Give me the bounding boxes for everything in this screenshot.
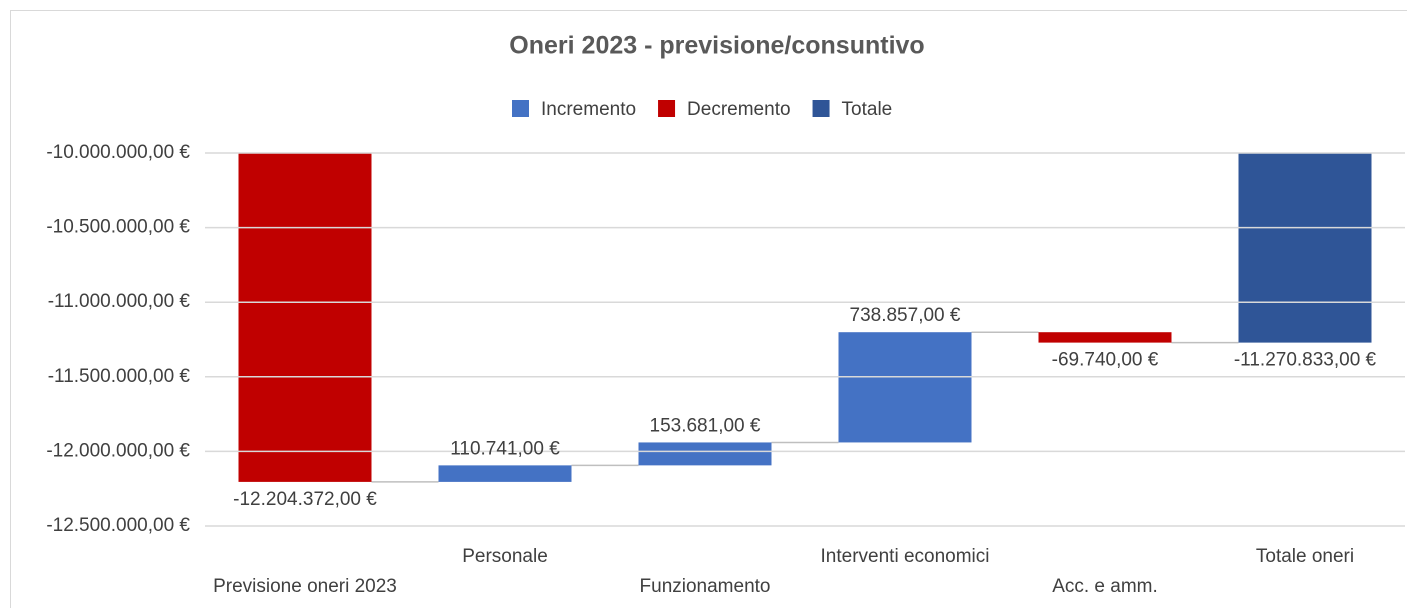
bar: [638, 442, 772, 466]
data-label: -69.740,00 €: [1052, 350, 1159, 371]
y-tick-label: -10.000.000,00 €: [46, 142, 190, 163]
bar: [438, 465, 572, 482]
legend: Incremento Decremento Totale: [512, 99, 892, 120]
bar: [838, 332, 972, 443]
legend-label: Totale: [842, 99, 893, 120]
x-tick-label: Funzionamento: [640, 576, 771, 597]
legend-label: Incremento: [541, 99, 636, 120]
x-tick-label: Totale oneri: [1256, 546, 1354, 567]
data-label: 153.681,00 €: [650, 415, 761, 436]
y-tick-label: -12.000.000,00 €: [46, 440, 190, 461]
data-label: 110.741,00 €: [450, 438, 560, 459]
x-tick-label: Personale: [462, 546, 548, 567]
x-tick-label: Previsione oneri 2023: [213, 576, 397, 597]
y-tick-label: -10.500.000,00 €: [46, 217, 190, 238]
plot-area: [238, 153, 1372, 483]
legend-swatch: [512, 100, 529, 117]
bar: [1038, 332, 1172, 343]
x-tick-label: Interventi economici: [821, 546, 990, 567]
y-tick-label: -12.500.000,00 €: [46, 515, 190, 536]
legend-swatch: [658, 100, 676, 117]
bar: [238, 153, 372, 482]
y-tick-label: -11.500.000,00 €: [48, 366, 191, 387]
chart-title: Oneri 2023 - previsione/consuntivo: [509, 32, 924, 60]
data-label: -12.204.372,00 €: [233, 489, 377, 510]
data-label: -11.270.833,00 €: [1234, 350, 1377, 371]
chart-frame: [10, 10, 1407, 608]
y-tick-label: -11.000.000,00 €: [48, 291, 191, 312]
legend-swatch: [812, 100, 830, 117]
data-label: 738.857,00 €: [850, 305, 961, 326]
bar: [1238, 153, 1372, 343]
legend-label: Decremento: [687, 99, 791, 120]
x-tick-label: Acc. e amm.: [1052, 576, 1158, 597]
